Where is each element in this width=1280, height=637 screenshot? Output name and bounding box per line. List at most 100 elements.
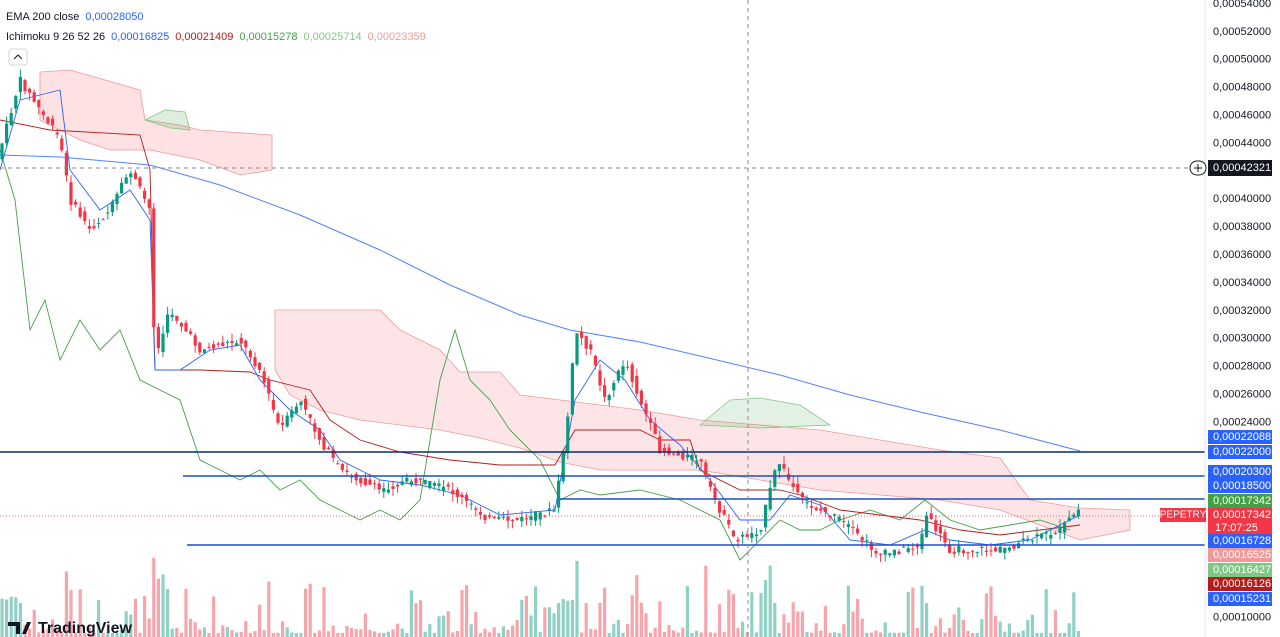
- volume-bar: [681, 627, 685, 637]
- volume-bar: [354, 628, 358, 637]
- candle-body: [552, 510, 556, 512]
- volume-bar: [952, 614, 956, 637]
- candle-body: [570, 363, 574, 415]
- price-tag-label: 0,00016126: [1213, 578, 1271, 590]
- candle-body: [952, 551, 956, 554]
- collapse-button[interactable]: [8, 48, 28, 66]
- volume-bar: [805, 632, 809, 637]
- candle-body: [248, 351, 252, 358]
- volume-bar: [529, 615, 533, 637]
- volume-bar: [1021, 630, 1025, 637]
- candle-body: [340, 463, 344, 470]
- volume-bar: [603, 587, 607, 637]
- price-tag: [1208, 479, 1272, 493]
- volume-bar: [543, 607, 547, 637]
- legend-value: 0,00021409: [175, 31, 233, 43]
- volume-bar: [428, 623, 432, 637]
- candle-body: [1035, 534, 1039, 536]
- volume-bar: [1007, 623, 1011, 637]
- volume-bar: [957, 607, 961, 637]
- candle-body: [920, 533, 924, 550]
- candle-body: [929, 513, 933, 519]
- volume-bar: [695, 630, 699, 637]
- plus-icon: [1194, 164, 1202, 172]
- volume-bar: [892, 632, 896, 637]
- volume-bar: [92, 632, 96, 637]
- volume-bar: [727, 589, 731, 637]
- volume-bar: [980, 619, 984, 637]
- volume-bar: [120, 629, 124, 637]
- volume-bar: [336, 632, 340, 637]
- volume-bar: [198, 629, 202, 637]
- candle-body: [120, 182, 124, 194]
- candle-body: [989, 550, 993, 552]
- volume-bar: [83, 632, 87, 637]
- volume-bar: [566, 600, 570, 637]
- volume-bar: [1053, 610, 1057, 637]
- candle-body: [547, 508, 551, 510]
- volume-bar: [32, 609, 36, 637]
- candle-body: [511, 520, 515, 522]
- candle-body: [1067, 517, 1071, 522]
- volume-bar: [759, 593, 763, 637]
- volume-bar: [828, 632, 832, 637]
- volume-bar: [865, 632, 869, 637]
- legend-value: 0,00025714: [303, 31, 361, 43]
- volume-bar: [400, 628, 404, 637]
- candle-body: [589, 344, 593, 350]
- volume-bar: [115, 632, 119, 637]
- volume-bar: [1072, 592, 1076, 637]
- candle-body: [998, 546, 1002, 553]
- volume-bar: [823, 606, 827, 637]
- price-tag-label: 0,00017342: [1213, 509, 1271, 521]
- candle-body: [115, 193, 119, 205]
- volume-bar: [598, 602, 602, 637]
- candle-body: [258, 362, 262, 370]
- price-tag-label: 0,00018500: [1213, 480, 1271, 492]
- volume-bar: [685, 586, 689, 637]
- volume-bar: [363, 613, 367, 637]
- volume-bar: [713, 632, 717, 637]
- legend-value: 0,00023359: [368, 31, 426, 43]
- volume-bar: [754, 632, 758, 637]
- candles: [0, 69, 1080, 562]
- candle-body: [78, 207, 82, 217]
- candle-body: [630, 364, 634, 382]
- candle-body: [883, 549, 887, 555]
- volume-bar: [635, 575, 639, 637]
- price-label: 0,00036000: [1213, 249, 1271, 261]
- candle-body: [133, 172, 137, 179]
- candle-body: [961, 550, 965, 554]
- volume-bar: [432, 632, 436, 637]
- volume-bar: [161, 574, 165, 637]
- volume-bar: [152, 557, 156, 637]
- candle-body: [828, 515, 832, 518]
- legend-label: EMA 200 close: [6, 11, 79, 23]
- volume-bar: [1012, 632, 1016, 637]
- volume-bar: [750, 592, 754, 637]
- volume-bar: [971, 632, 975, 637]
- volume-bar: [975, 632, 979, 637]
- volume-bar: [994, 616, 998, 637]
- candle-body: [501, 516, 505, 518]
- candle-body: [170, 314, 174, 318]
- candle-body: [147, 199, 151, 208]
- volume-bar: [860, 618, 864, 637]
- legend-value: 0,00028050: [85, 11, 143, 23]
- symbol-tag: [1160, 508, 1206, 522]
- candle-body: [543, 515, 547, 517]
- volume-bar: [800, 611, 804, 637]
- volume-bar: [616, 619, 620, 637]
- volume-bar: [327, 631, 331, 637]
- candle-body: [446, 484, 450, 487]
- volume-bar: [106, 632, 110, 637]
- candle-body: [524, 518, 528, 520]
- volume-bar: [575, 560, 579, 637]
- candle-body: [1030, 540, 1034, 542]
- candle-body: [672, 453, 676, 455]
- candle-body: [662, 447, 666, 453]
- volume-bar: [984, 593, 988, 637]
- price-label: 0,00040000: [1213, 193, 1271, 205]
- candle-body: [1007, 547, 1011, 551]
- candle-body: [823, 507, 827, 513]
